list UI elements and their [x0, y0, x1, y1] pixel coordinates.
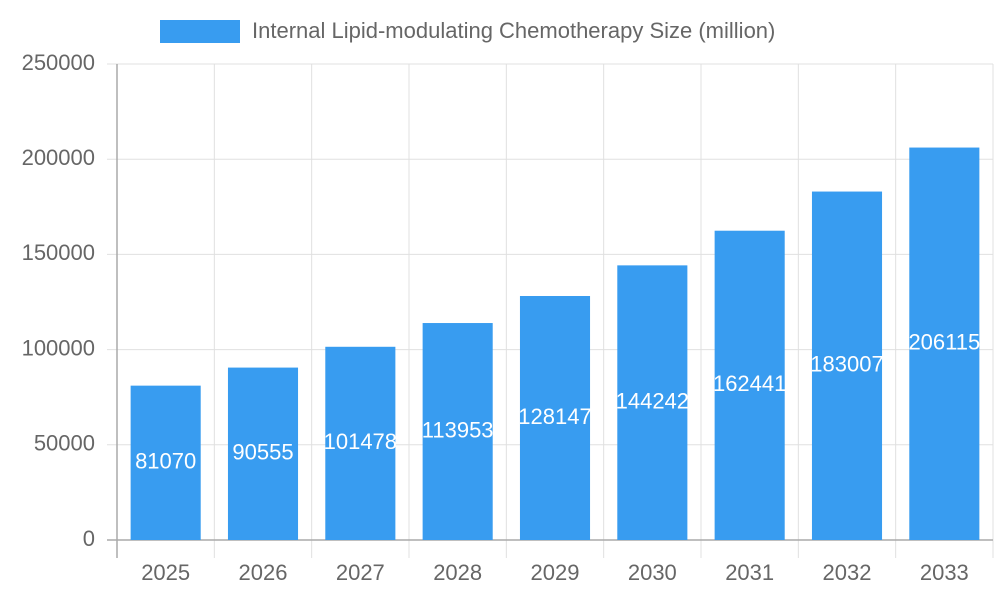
- bar: [422, 323, 493, 540]
- x-tick-label: 2027: [336, 560, 385, 585]
- bar: [909, 147, 980, 540]
- y-tick-label: 100000: [22, 335, 95, 360]
- value-label: 162441: [713, 371, 786, 396]
- value-label: 183007: [810, 352, 883, 377]
- x-tick-label: 2026: [239, 560, 288, 585]
- x-tick-label: 2031: [725, 560, 774, 585]
- x-tick-label: 2030: [628, 560, 677, 585]
- bar: [617, 265, 688, 540]
- value-label: 144242: [616, 388, 689, 413]
- y-tick-label: 200000: [22, 145, 95, 170]
- value-label: 81070: [135, 449, 196, 474]
- bar: [519, 296, 591, 540]
- value-label: 128147: [518, 404, 591, 429]
- legend-swatch: [160, 20, 240, 43]
- x-tick-label: 2032: [823, 560, 872, 585]
- x-tick-label: 2028: [433, 560, 482, 585]
- bar: [325, 346, 396, 540]
- value-label: 101478: [324, 429, 397, 454]
- y-tick-label: 150000: [22, 240, 95, 265]
- x-tick-label: 2029: [531, 560, 580, 585]
- bar: [714, 230, 785, 540]
- value-label: 90555: [232, 440, 293, 465]
- value-label: 113953: [422, 417, 494, 442]
- bar: [227, 367, 299, 540]
- bar: [130, 385, 201, 540]
- bar: [811, 191, 883, 540]
- legend-label: Internal Lipid-modulating Chemotherapy S…: [252, 18, 775, 43]
- y-tick-label: 50000: [34, 431, 95, 456]
- y-tick-label: 250000: [22, 50, 95, 75]
- value-label: 206115: [908, 330, 980, 355]
- x-tick-label: 2033: [920, 560, 969, 585]
- y-tick-label: 0: [83, 526, 95, 551]
- x-tick-label: 2025: [141, 560, 190, 585]
